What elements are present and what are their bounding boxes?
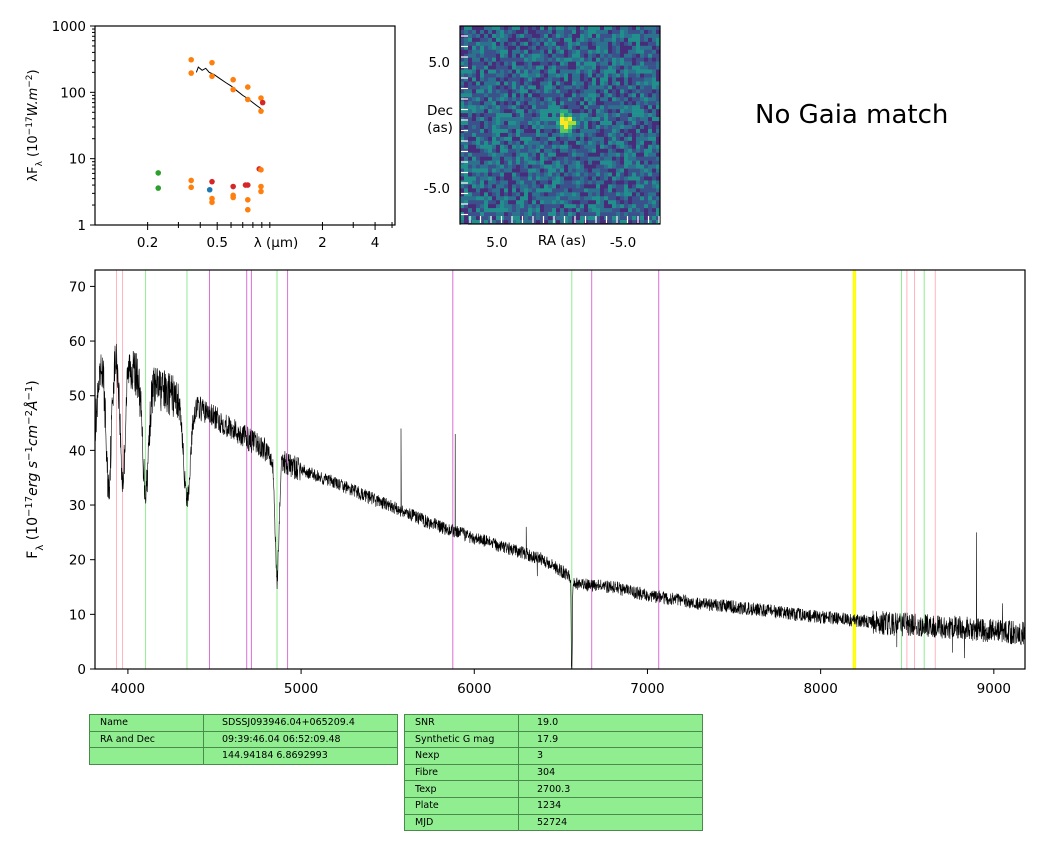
sed-point bbox=[209, 199, 215, 206]
sed-point bbox=[258, 95, 264, 101]
sed-point bbox=[209, 59, 215, 66]
cutout-ytick-label: 5.0 bbox=[429, 55, 450, 71]
spectrum-xtick-label: 8000 bbox=[803, 681, 837, 697]
table-row: Texp 2700.3 bbox=[404, 780, 703, 798]
sed-point bbox=[188, 184, 194, 191]
sed-point bbox=[230, 86, 236, 93]
sed-spectrum-line bbox=[195, 66, 264, 112]
sed-point bbox=[258, 108, 264, 114]
table-row: 144.94184 6.8692993 bbox=[89, 747, 398, 765]
object-info-table: Name SDSSJ093946.04+065209.4 RA and Dec 09… bbox=[89, 714, 398, 765]
table-row: Nexp 3 bbox=[404, 747, 703, 765]
sed-point bbox=[259, 99, 266, 106]
spectrum-ytick-label: 0 bbox=[77, 662, 86, 678]
sed-plot-frame bbox=[94, 25, 396, 226]
sed-point bbox=[244, 96, 251, 103]
spectrum-xtick-label: 6000 bbox=[457, 681, 491, 697]
sed-point bbox=[244, 196, 251, 203]
table-row: MJD 52724 bbox=[404, 813, 703, 832]
spectrum-ylabel: Fλ (10−17erg s−1cm−2Å−1) bbox=[24, 380, 46, 558]
sed-point bbox=[244, 206, 251, 213]
spectrum-xtick-label: 7000 bbox=[630, 681, 664, 697]
cutout-frame bbox=[459, 25, 661, 225]
sed-point bbox=[188, 56, 194, 63]
spectrum-ytick-label: 40 bbox=[69, 443, 86, 459]
sed-point bbox=[206, 186, 213, 193]
sed-ylabel: λFλ (10−17W.m−2) bbox=[25, 69, 45, 181]
spectrum-ytick-label: 70 bbox=[69, 279, 86, 295]
sed-ytick-label: 1 bbox=[77, 218, 86, 234]
spectrum-ytick-label: 30 bbox=[69, 498, 86, 514]
sed-point bbox=[188, 177, 194, 184]
sed-xtick-label: 4 bbox=[371, 235, 380, 251]
table-row: Synthetic G mag 17.9 bbox=[404, 730, 703, 749]
sed-point bbox=[258, 183, 264, 190]
cutout-xtick-label: 5.0 bbox=[486, 235, 507, 251]
sed-point bbox=[244, 182, 251, 188]
sed-xtick-label: 2 bbox=[318, 235, 327, 251]
table-row: Fibre 304 bbox=[404, 763, 703, 782]
cutout-ytick-label: -5.0 bbox=[424, 181, 450, 197]
sed-point bbox=[209, 178, 215, 185]
cutout-ylabel: Dec bbox=[427, 103, 453, 119]
table-row: RA and Dec 09:39:46.04 06:52:09.48 bbox=[89, 730, 398, 749]
spectrum-xtick-label: 9000 bbox=[977, 681, 1011, 697]
cutout-xlabel: RA (as) bbox=[538, 233, 586, 249]
sed-ytick-label: 1000 bbox=[52, 19, 86, 35]
cutout-xtick-label: -5.0 bbox=[610, 235, 636, 251]
sed-point bbox=[230, 76, 236, 83]
observation-stats-table: SNR 19.0 Synthetic G mag 17.9 Nexp 3 Fibre 3… bbox=[404, 714, 703, 832]
gaia-status-text: No Gaia match bbox=[755, 100, 949, 130]
sed-point bbox=[209, 73, 215, 80]
spectrum-xtick-label: 5000 bbox=[284, 681, 318, 697]
spectrum-plot-frame bbox=[94, 269, 1026, 670]
table-row: SNR 19.0 bbox=[404, 714, 703, 732]
sed-ytick-label: 10 bbox=[69, 152, 86, 168]
sed-xlabel: λ (μm) bbox=[254, 235, 299, 251]
sed-ytick-label: 100 bbox=[60, 85, 86, 101]
spectrum-ytick-label: 20 bbox=[69, 553, 86, 569]
table-row: Name SDSSJ093946.04+065209.4 bbox=[89, 714, 398, 732]
table-row: Plate 1234 bbox=[404, 796, 703, 815]
spectrum-xtick-label: 4000 bbox=[111, 681, 145, 697]
sed-point bbox=[258, 166, 264, 173]
spectrum-flux-line bbox=[94, 343, 1025, 670]
sed-xtick-label: 0.2 bbox=[137, 235, 158, 251]
sed-point bbox=[155, 170, 162, 176]
sed-point bbox=[155, 185, 162, 191]
sed-point bbox=[244, 84, 251, 90]
cutout-pixels bbox=[460, 26, 661, 225]
spectrum-ytick-label: 60 bbox=[69, 334, 86, 350]
cutout-ylabel: (as) bbox=[427, 120, 453, 136]
sed-xtick-label: 0.5 bbox=[206, 235, 227, 251]
sed-point bbox=[230, 183, 236, 190]
spectrum-ytick-label: 50 bbox=[69, 389, 86, 405]
sed-point bbox=[188, 70, 194, 76]
sed-point bbox=[230, 194, 236, 201]
sed-point bbox=[258, 188, 264, 195]
spectrum-ytick-label: 10 bbox=[69, 607, 86, 623]
